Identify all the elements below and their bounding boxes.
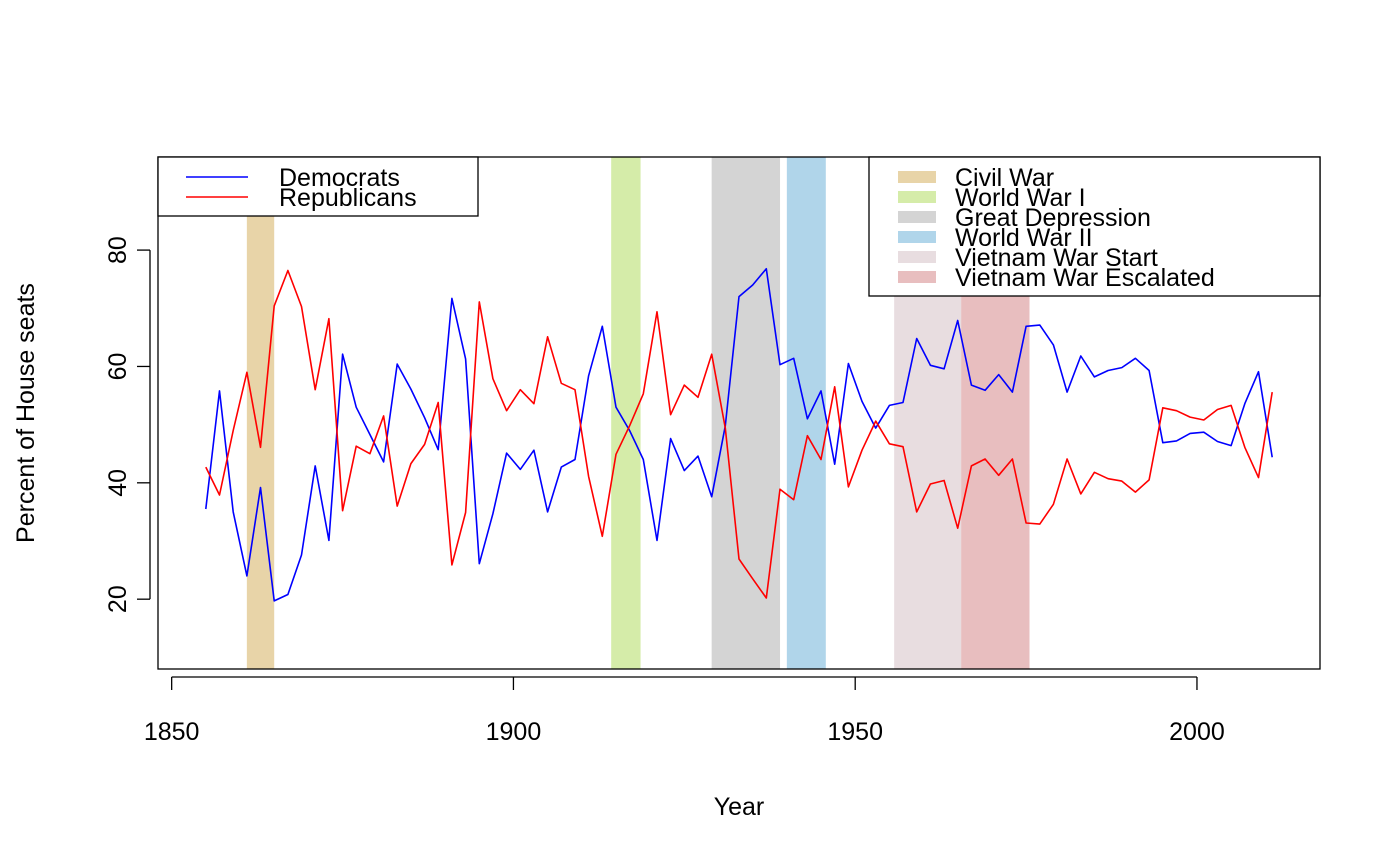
y-axis: 20 40 60 80 [104, 236, 151, 613]
x-tick-label-1850: 1850 [144, 718, 200, 746]
x-axis: 1850 1900 1950 2000 [144, 676, 1225, 746]
x-tick-label-1900: 1900 [486, 718, 542, 746]
band-world-war-i [611, 157, 641, 669]
legend-label-world-war-ii: World War II [955, 224, 1093, 252]
plot-frame [157, 156, 1321, 670]
legend-label-civil-war: Civil War [955, 164, 1054, 192]
legend-swatch-great-depression [898, 211, 936, 223]
series-lines [205, 267, 1273, 602]
x-tick-label-2000: 2000 [1169, 718, 1225, 746]
legend-swatch-world-war-ii [898, 231, 936, 243]
legend-swatch-civil-war [898, 171, 936, 183]
legend-label-republicans: Republicans [279, 184, 417, 212]
legend-periods-box [868, 156, 1321, 297]
legend-label-world-war-i: World War I [955, 184, 1086, 212]
legend-label-vietnam-war-start: Vietnam War Start [955, 244, 1158, 272]
series-line-democrats [205, 267, 1273, 602]
x-tick-label-1950: 1950 [827, 718, 883, 746]
series-line-republicans [205, 269, 1273, 599]
legend-label-vietnam-war-escalated: Vietnam War Escalated [955, 264, 1215, 292]
legend-swatch-vietnam-war-escalated [898, 271, 936, 283]
y-tick-label-80: 80 [104, 236, 132, 264]
period-bands [246, 157, 1030, 669]
y-tick-label-20: 20 [104, 585, 132, 613]
legend-label-great-depression: Great Depression [955, 204, 1151, 232]
legend-swatch-world-war-i [898, 191, 936, 203]
legend-swatch-vietnam-war-start [898, 251, 936, 263]
x-axis-title: Year [714, 793, 765, 821]
y-tick-label-40: 40 [104, 469, 132, 497]
y-tick-label-60: 60 [104, 353, 132, 381]
y-axis-title: Percent of House seats [12, 283, 40, 543]
band-civil-war [246, 157, 275, 669]
legend-label-democrats: Democrats [279, 164, 400, 192]
legend-parties-box [157, 156, 479, 217]
